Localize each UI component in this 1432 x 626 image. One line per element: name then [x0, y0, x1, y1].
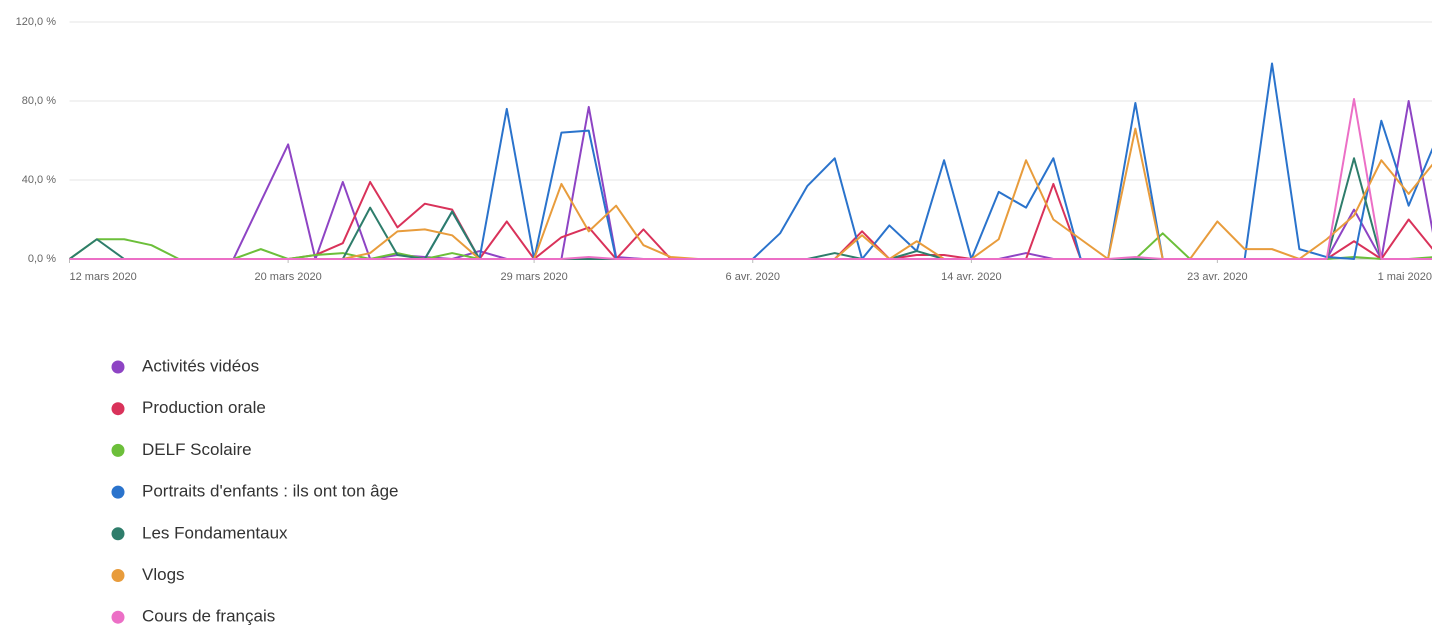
legend-marker — [111, 402, 125, 416]
series-line — [69, 180, 1432, 260]
legend-marker — [111, 485, 125, 499]
legend-label: DELF Scolaire — [142, 440, 252, 459]
legend-marker — [111, 569, 125, 582]
y-tick-label: 80,0 % — [22, 95, 56, 107]
series-line — [69, 127, 1432, 260]
legend-label: Cours de français — [142, 607, 275, 626]
y-tick-label: 120,0 % — [16, 16, 57, 28]
y-tick-label: 0,0 % — [28, 253, 56, 265]
x-tick-label: 1 mai 2020 — [1378, 271, 1432, 283]
legend-label: Activités vidéos — [142, 356, 259, 375]
legend-label: Production orale — [142, 398, 266, 417]
x-tick-label: 20 mars 2020 — [255, 271, 322, 283]
x-tick-label: 6 avr. 2020 — [726, 271, 780, 283]
y-tick-label: 40,0 % — [22, 174, 56, 186]
x-tick-label: 23 avr. 2020 — [1187, 271, 1248, 283]
series-line — [68, 232, 1432, 260]
x-tick-label: 12 mars 2020 — [70, 271, 137, 283]
legend-marker — [111, 443, 125, 457]
legend-label: Les Fondamentaux — [142, 523, 288, 542]
x-tick-label: 29 mars 2020 — [500, 271, 567, 283]
legend-label: Vlogs — [142, 565, 185, 584]
series-line — [69, 98, 1432, 260]
legend-label: Portraits d'enfants : ils ont ton âge — [142, 482, 399, 501]
x-tick-label: 14 avr. 2020 — [941, 271, 1002, 283]
legend-marker — [111, 527, 125, 541]
series-line — [69, 62, 1432, 260]
legend-marker — [111, 610, 125, 624]
legend-marker — [111, 360, 125, 374]
